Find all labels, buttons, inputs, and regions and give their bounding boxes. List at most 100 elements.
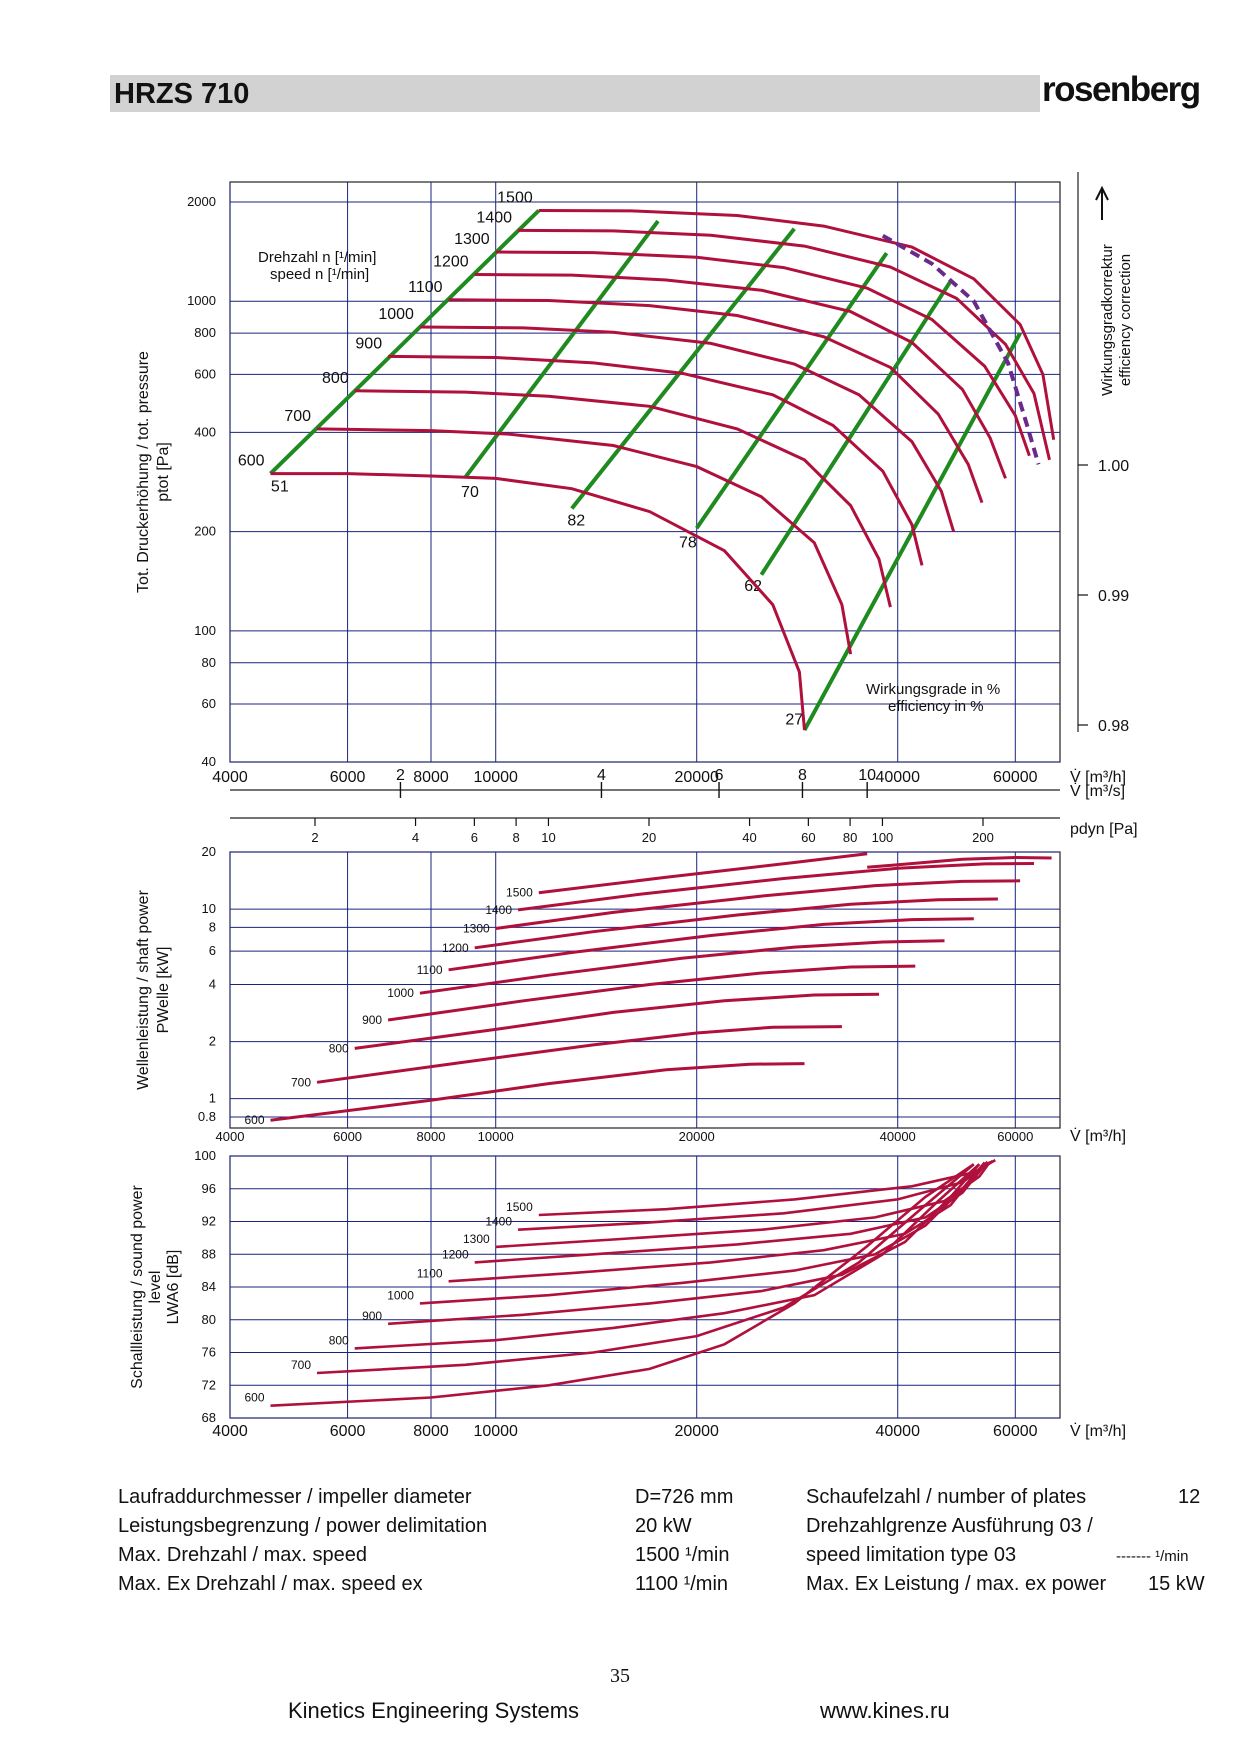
power-curve-label: 1000 <box>387 986 414 1000</box>
efficiency-label: 27 <box>785 711 803 728</box>
power-curve <box>270 1062 805 1122</box>
power-curve <box>867 855 1052 869</box>
sound-curve <box>538 1158 996 1217</box>
speed-curve <box>495 250 1031 457</box>
vs-axis-label: V̇ [m³/s] <box>1070 782 1125 800</box>
power-curve <box>448 917 974 972</box>
pressure-x-tick-label: 20000 <box>674 769 719 786</box>
speed-curve <box>517 228 1051 461</box>
power-curve <box>354 992 880 1050</box>
sound-curve-label: 900 <box>362 1309 382 1323</box>
efficiency-label: 51 <box>271 478 289 495</box>
speed-curve-label: 800 <box>322 370 349 387</box>
pressure-y-tick-label: 800 <box>194 325 216 340</box>
pressure-y-tick-label: 2000 <box>187 194 216 209</box>
efficiency-label: 78 <box>679 534 697 551</box>
power-curve <box>517 862 1035 912</box>
sound-curve-label: 700 <box>291 1358 311 1372</box>
correction-tick-label: 0.98 <box>1098 718 1129 735</box>
correction-axis-title: efficiency correction <box>1117 254 1134 386</box>
power-y-tick-label: 0.8 <box>198 1109 216 1124</box>
brand-logo: rosenberg <box>1042 70 1201 109</box>
speed-curve <box>316 427 853 655</box>
speed-curve <box>448 298 984 504</box>
pdyn-tick-label: 80 <box>843 830 857 845</box>
sound-y-tick-label: 84 <box>202 1279 216 1294</box>
sound-x-tick-label: 6000 <box>330 1423 366 1440</box>
pdyn-tick-label: 8 <box>512 830 519 845</box>
pressure-y-axis-unit: ptot [Pa] <box>155 442 172 502</box>
pressure-y-tick-label: 40 <box>202 754 216 769</box>
power-x-tick-label: 60000 <box>997 1129 1033 1144</box>
power-curve-label: 1400 <box>485 903 512 917</box>
spec-label-2: Max. Ex Leistung / max. ex power <box>806 1573 1107 1595</box>
speed-curve-label: 1000 <box>378 306 414 323</box>
sound-curve <box>495 1160 992 1249</box>
spec-label: Max. Drehzahl / max. speed <box>118 1544 367 1566</box>
correction-arrow <box>1095 185 1109 220</box>
power-y-axis-unit: PWelle [kW] <box>155 947 172 1034</box>
pdyn-tick-label: 4 <box>412 830 419 845</box>
sound-x-tick-label: 10000 <box>473 1423 518 1440</box>
sound-x-tick-label: 8000 <box>413 1423 449 1440</box>
speed-curve <box>388 354 924 566</box>
sound-curve <box>448 1161 986 1283</box>
speed-curve-label: 700 <box>284 408 311 425</box>
vs-tick-label: 8 <box>798 767 807 784</box>
sound-curve <box>270 1163 975 1407</box>
power-curve-label: 1500 <box>506 886 533 900</box>
power-x-tick-label: 8000 <box>417 1129 446 1144</box>
power-curve <box>316 1025 842 1084</box>
pressure-y-tick-label: 100 <box>194 623 216 638</box>
speed-curve-label: 1500 <box>497 189 533 206</box>
pressure-y-tick-label: 200 <box>194 524 216 539</box>
sound-curve-label: 1100 <box>417 1266 443 1280</box>
power-x-tick-label: 20000 <box>679 1129 715 1144</box>
power-curve-label: 900 <box>362 1013 382 1027</box>
power-x-tick-label: 10000 <box>478 1129 514 1144</box>
speed-curve <box>270 472 806 731</box>
power-curve <box>419 939 945 995</box>
power-curve-label: 700 <box>291 1075 311 1089</box>
correction-axis-title: Wirkungsgradkorrektur <box>1099 244 1116 396</box>
pressure-x-tick-label: 8000 <box>413 769 449 786</box>
speed-curve <box>354 389 892 608</box>
page-title: HRZS 710 <box>114 78 250 110</box>
pressure-x-tick-label: 10000 <box>473 769 518 786</box>
pressure-x-axis-label: V̇ [m³/h] <box>1070 768 1126 786</box>
power-y-tick-label: 6 <box>209 943 216 958</box>
pressure-y-axis-title: Tot. Druckerhöhung / tot. pressure <box>135 351 152 593</box>
spec-label: Max. Ex Drehzahl / max. speed ex <box>118 1573 423 1595</box>
sound-y-tick-label: 80 <box>202 1312 216 1327</box>
power-y-tick-label: 20 <box>202 844 216 859</box>
efficiency-label: 70 <box>461 484 479 501</box>
spec-label-2: Drehzahlgrenze Ausführung 03 / <box>806 1515 1093 1537</box>
sound-curve-label: 600 <box>244 1391 264 1405</box>
sound-x-tick-label: 20000 <box>674 1423 719 1440</box>
sound-y-tick-label: 72 <box>202 1377 216 1392</box>
efficiency-label: 62 <box>744 578 762 595</box>
speed-curve-label: 600 <box>238 453 265 470</box>
pdyn-axis-label: pdyn [Pa] <box>1070 821 1138 838</box>
sound-curve-label: 1400 <box>485 1215 512 1229</box>
power-y-tick-label: 1 <box>209 1091 216 1106</box>
spec-value-2: 15 kW <box>1148 1573 1205 1595</box>
spec-label: Laufraddurchmesser / impeller diameter <box>118 1486 472 1508</box>
speed-curve <box>419 325 956 533</box>
sound-curve <box>316 1163 975 1375</box>
pressure-y-tick-label: 600 <box>194 366 216 381</box>
spec-value-2: 12 <box>1178 1486 1201 1508</box>
sound-y-tick-label: 68 <box>202 1410 216 1425</box>
sound-curve <box>354 1163 981 1350</box>
pdyn-tick-label: 10 <box>541 830 555 845</box>
spec-label-2: speed limitation type 03 <box>806 1544 1017 1566</box>
efficiency-line <box>759 280 953 576</box>
sound-curve-label: 1300 <box>463 1232 490 1246</box>
efficiency-line <box>570 227 796 510</box>
pdyn-tick-label: 40 <box>742 830 756 845</box>
sound-curve-label: 1500 <box>506 1200 533 1214</box>
vs-tick-label: 2 <box>396 767 405 784</box>
sound-x-tick-label: 4000 <box>212 1423 248 1440</box>
pressure-x-tick-label: 4000 <box>212 769 248 786</box>
